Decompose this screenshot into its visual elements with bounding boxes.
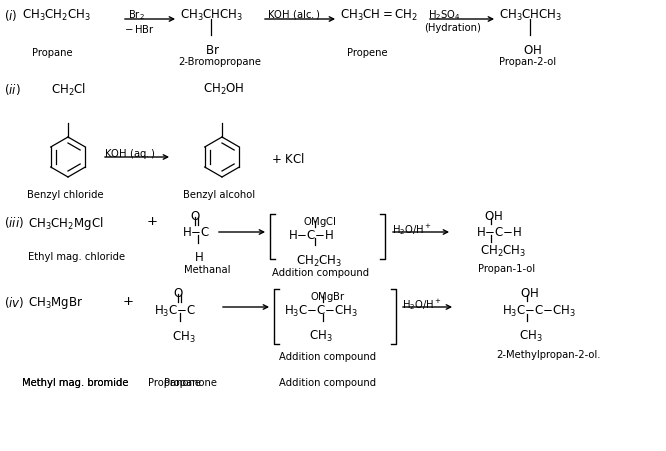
Text: $(iii)$: $(iii)$: [4, 215, 24, 230]
Text: $\mathrm{H_2SO_4}$: $\mathrm{H_2SO_4}$: [428, 8, 461, 22]
Text: $\mathrm{CH_3CH_2CH_3}$: $\mathrm{CH_3CH_2CH_3}$: [22, 8, 91, 23]
Text: $\mathrm{H{-}C}$: $\mathrm{H{-}C}$: [182, 226, 210, 239]
Text: $\mathrm{H_3C{-}C{-}CH_3}$: $\mathrm{H_3C{-}C{-}CH_3}$: [502, 304, 576, 318]
Text: $\mathrm{OH}$: $\mathrm{OH}$: [520, 286, 539, 299]
Text: $\mathrm{KOH\ (aq.)}$: $\mathrm{KOH\ (aq.)}$: [104, 147, 156, 161]
Text: (Hydration): (Hydration): [424, 23, 481, 33]
Text: $\mathrm{OH}$: $\mathrm{OH}$: [484, 210, 503, 222]
Text: $\mathrm{Br}$: $\mathrm{Br}$: [205, 44, 220, 57]
Text: $\mathrm{CH_3}$: $\mathrm{CH_3}$: [172, 329, 196, 344]
Text: Ethyl mag. chloride: Ethyl mag. chloride: [28, 252, 125, 262]
Text: Methyl mag. bromide: Methyl mag. bromide: [22, 377, 129, 387]
Text: $\mathrm{H{-}C{-}H}$: $\mathrm{H{-}C{-}H}$: [476, 226, 522, 239]
Text: Addition compound: Addition compound: [279, 351, 376, 361]
Text: Propane: Propane: [32, 48, 73, 58]
Text: 2-Methylpropan-2-ol.: 2-Methylpropan-2-ol.: [496, 349, 601, 359]
Text: $\mathrm{H}$: $\mathrm{H}$: [194, 250, 204, 263]
Text: $\mathrm{OMgCl}$: $\mathrm{OMgCl}$: [303, 215, 337, 229]
Text: $\mathrm{CH_2CH_3}$: $\mathrm{CH_2CH_3}$: [480, 244, 526, 258]
Text: Propan-2-ol: Propan-2-ol: [499, 57, 556, 67]
Text: $\mathrm{O}$: $\mathrm{O}$: [190, 210, 200, 222]
Text: $\mathrm{CH_2Cl}$: $\mathrm{CH_2Cl}$: [51, 82, 86, 98]
Text: $\mathrm{H_3C{-}C{-}CH_3}$: $\mathrm{H_3C{-}C{-}CH_3}$: [284, 304, 358, 318]
Text: Propanone: Propanone: [164, 377, 217, 387]
Text: $\mathrm{H_3C{-}C}$: $\mathrm{H_3C{-}C}$: [154, 304, 196, 318]
Text: $+$: $+$: [122, 295, 134, 307]
Text: $-\,\mathrm{HBr}$: $-\,\mathrm{HBr}$: [124, 23, 155, 35]
Text: $\mathrm{CH_3}$: $\mathrm{CH_3}$: [309, 328, 333, 343]
Text: 2-Bromopropane: 2-Bromopropane: [178, 57, 261, 67]
Text: Methyl mag. bromide: Methyl mag. bromide: [22, 377, 129, 387]
Text: $\mathrm{O}$: $\mathrm{O}$: [173, 286, 184, 299]
Text: $+\ \mathrm{KCl}$: $+\ \mathrm{KCl}$: [271, 152, 305, 166]
Text: $\mathrm{CH_2OH}$: $\mathrm{CH_2OH}$: [203, 82, 244, 97]
Text: $\mathrm{KOH\ (alc.)}$: $\mathrm{KOH\ (alc.)}$: [267, 8, 321, 21]
Text: $\mathrm{OH}$: $\mathrm{OH}$: [523, 44, 542, 57]
Text: $\mathrm{CH_3CH_2MgCl}$: $\mathrm{CH_3CH_2MgCl}$: [28, 215, 103, 231]
Text: Addition compound: Addition compound: [279, 377, 376, 387]
Text: $(i)$: $(i)$: [4, 8, 17, 23]
Text: $\mathrm{CH_3CHCH_3}$: $\mathrm{CH_3CHCH_3}$: [499, 8, 563, 23]
Text: Propan-1-ol: Propan-1-ol: [478, 263, 535, 273]
Text: Propene: Propene: [347, 48, 388, 58]
Text: $\mathrm{CH_3CHCH_3}$: $\mathrm{CH_3CHCH_3}$: [180, 8, 244, 23]
Text: $(ii)$: $(ii)$: [4, 82, 21, 97]
Text: $+$: $+$: [146, 215, 158, 227]
Text: Propanone: Propanone: [148, 377, 201, 387]
Text: $\mathrm{CH_2CH_3}$: $\mathrm{CH_2CH_3}$: [296, 253, 342, 268]
Text: Benzyl chloride: Benzyl chloride: [27, 189, 104, 199]
Text: $\mathrm{CH_3MgBr}$: $\mathrm{CH_3MgBr}$: [28, 295, 83, 310]
Text: $(iv)$: $(iv)$: [4, 295, 25, 309]
Text: $\mathrm{H_2O/H^+}$: $\mathrm{H_2O/H^+}$: [392, 221, 432, 236]
Text: $\mathrm{H{-}C{-}H}$: $\mathrm{H{-}C{-}H}$: [288, 229, 334, 241]
Text: $\mathrm{H_2O/H^+}$: $\mathrm{H_2O/H^+}$: [402, 296, 442, 311]
Text: $\mathrm{CH_3CH{=}CH_2}$: $\mathrm{CH_3CH{=}CH_2}$: [340, 8, 418, 23]
Text: $\mathrm{CH_3}$: $\mathrm{CH_3}$: [519, 328, 543, 343]
Text: Addition compound: Addition compound: [272, 267, 369, 277]
Text: $\mathrm{OMgBr}$: $\mathrm{OMgBr}$: [310, 290, 346, 304]
Text: Methanal: Methanal: [184, 264, 230, 274]
Text: $\mathrm{Br_2}$: $\mathrm{Br_2}$: [128, 8, 145, 22]
Text: Benzyl alcohol: Benzyl alcohol: [183, 189, 255, 199]
